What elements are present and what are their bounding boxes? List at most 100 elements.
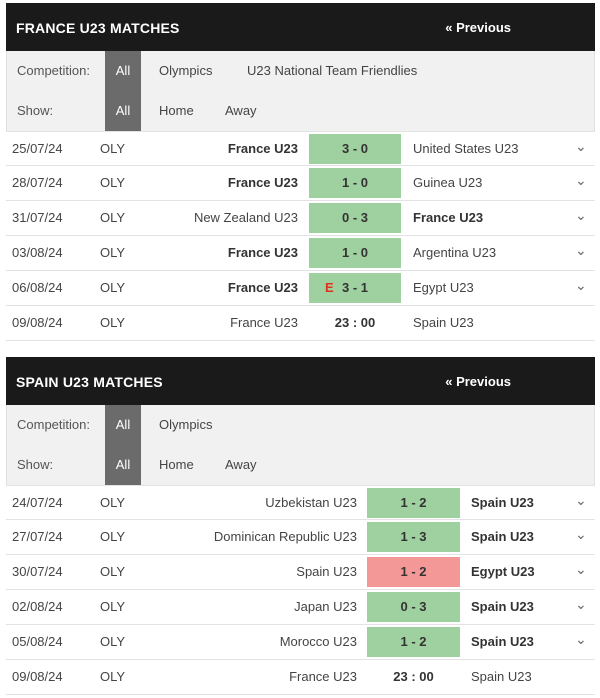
competition-label: Competition: xyxy=(17,63,90,78)
match-date: 09/08/24 xyxy=(12,315,63,330)
away-team[interactable]: France U23 xyxy=(413,210,484,225)
match-score[interactable]: 3 - 0 xyxy=(309,134,401,164)
match-score[interactable]: 23 : 00 xyxy=(309,308,401,338)
match-row[interactable]: 09/08/24 OLY France U23 23 : 00 Spain U23 xyxy=(6,306,595,341)
match-row[interactable]: 27/07/24 OLY Dominican Republic U23 1 - 3 Sp… xyxy=(6,520,595,555)
competition-option-olympics[interactable]: Olympics xyxy=(159,417,213,432)
match-score[interactable]: 1 - 0 xyxy=(309,238,401,268)
match-row[interactable]: 03/08/24 OLY France U23 1 - 0 Argentina U23 ⌄ xyxy=(6,236,595,271)
match-row[interactable]: 05/08/24 OLY Morocco U23 1 - 2 Spain U23 ⌄ xyxy=(6,625,595,660)
match-score[interactable]: 23 : 00 xyxy=(367,662,460,692)
away-team[interactable]: Spain U23 xyxy=(471,669,532,684)
show-option-all[interactable]: All xyxy=(105,91,141,131)
show-option-home[interactable]: Home xyxy=(159,457,194,472)
show-option-all[interactable]: All xyxy=(105,445,141,485)
match-score[interactable]: E 3 - 1 xyxy=(309,273,401,303)
chevron-down-icon[interactable]: ⌄ xyxy=(575,631,587,647)
match-row[interactable]: 30/07/24 OLY Spain U23 1 - 2 Egypt U23 ⌄ xyxy=(6,555,595,590)
away-team[interactable]: Spain U23 xyxy=(413,315,474,330)
away-team[interactable]: Egypt U23 xyxy=(413,280,474,295)
score-value: 1 - 2 xyxy=(400,495,427,510)
score-value: 1 - 2 xyxy=(400,564,427,579)
previous-link[interactable]: « Previous xyxy=(445,20,511,35)
away-team[interactable]: United States U23 xyxy=(413,141,519,156)
home-team[interactable]: France U23 xyxy=(227,141,298,156)
match-row[interactable]: 09/08/24 OLY France U23 23 : 00 Spain U23 xyxy=(6,660,595,695)
away-team[interactable]: Spain U23 xyxy=(471,495,534,510)
away-team[interactable]: Spain U23 xyxy=(471,529,534,544)
section-header: SPAIN U23 MATCHES « Previous xyxy=(6,357,595,405)
chevron-down-icon[interactable]: ⌄ xyxy=(575,526,587,542)
show-label: Show: xyxy=(17,103,54,118)
competition-code: OLY xyxy=(100,315,126,330)
competition-code: OLY xyxy=(100,634,126,649)
competition-option-all[interactable]: All xyxy=(105,51,141,91)
home-team[interactable]: Spain U23 xyxy=(296,564,357,579)
chevron-down-icon[interactable]: ⌄ xyxy=(575,596,587,612)
chevron-down-icon[interactable]: ⌄ xyxy=(575,242,587,258)
filters-panel: Competition: All Olympics Show: All Home… xyxy=(6,405,595,485)
home-team[interactable]: France U23 xyxy=(230,315,298,330)
filters-panel: Competition: All Olympics U23 National T… xyxy=(6,51,595,131)
home-team[interactable]: Dominican Republic U23 xyxy=(213,529,357,544)
chevron-down-icon[interactable]: ⌄ xyxy=(575,277,587,293)
home-team[interactable]: France U23 xyxy=(289,669,357,684)
away-team[interactable]: Spain U23 xyxy=(471,634,534,649)
match-row[interactable]: 02/08/24 OLY Japan U23 0 - 3 Spain U23 ⌄ xyxy=(6,590,595,625)
match-date: 30/07/24 xyxy=(12,564,63,579)
chevron-down-icon[interactable]: ⌄ xyxy=(575,138,587,154)
home-team[interactable]: France U23 xyxy=(227,280,298,295)
chevron-down-icon[interactable]: ⌄ xyxy=(575,172,587,188)
home-team[interactable]: New Zealand U23 xyxy=(193,210,298,225)
chevron-down-icon[interactable]: ⌄ xyxy=(575,492,587,508)
show-filter: Show: All Home Away xyxy=(7,445,594,485)
home-team[interactable]: France U23 xyxy=(227,175,298,190)
competition-code: OLY xyxy=(100,210,126,225)
show-option-away[interactable]: Away xyxy=(225,457,257,472)
match-score[interactable]: 1 - 2 xyxy=(367,627,460,657)
match-row[interactable]: 28/07/24 OLY France U23 1 - 0 Guinea U23 ⌄ xyxy=(6,166,595,201)
match-score[interactable]: 1 - 2 xyxy=(367,557,460,587)
away-team[interactable]: Argentina U23 xyxy=(413,245,497,260)
match-score[interactable]: 1 - 3 xyxy=(367,522,460,552)
match-date: 05/08/24 xyxy=(12,634,63,649)
away-team[interactable]: Guinea U23 xyxy=(413,175,483,190)
competition-code: OLY xyxy=(100,175,126,190)
match-row[interactable]: 31/07/24 OLY New Zealand U23 0 - 3 France U2… xyxy=(6,201,595,236)
match-row[interactable]: 24/07/24 OLY Uzbekistan U23 1 - 2 Spain U23 ⌄ xyxy=(6,485,595,520)
match-date: 25/07/24 xyxy=(12,141,63,156)
extra-time-badge: E xyxy=(325,280,334,295)
match-score[interactable]: 0 - 3 xyxy=(367,592,460,622)
match-date: 06/08/24 xyxy=(12,280,63,295)
competition-code: OLY xyxy=(100,245,126,260)
score-value: 0 - 3 xyxy=(341,210,368,225)
match-score[interactable]: 0 - 3 xyxy=(309,203,401,233)
score-value: 1 - 0 xyxy=(341,245,368,260)
chevron-down-icon[interactable]: ⌄ xyxy=(575,561,587,577)
match-row[interactable]: 25/07/24 OLY France U23 3 - 0 United States … xyxy=(6,131,595,166)
previous-link[interactable]: « Previous xyxy=(445,374,511,389)
home-team[interactable]: France U23 xyxy=(227,245,298,260)
show-option-home[interactable]: Home xyxy=(159,103,194,118)
show-label: Show: xyxy=(17,457,54,472)
competition-option-olympics[interactable]: Olympics xyxy=(159,63,213,78)
competition-code: OLY xyxy=(100,495,126,510)
show-filter: Show: All Home Away xyxy=(7,91,594,131)
competition-code: OLY xyxy=(100,599,126,614)
competition-option-friendlies[interactable]: U23 National Team Friendlies xyxy=(247,63,418,78)
home-team[interactable]: Japan U23 xyxy=(294,599,357,614)
match-score[interactable]: 1 - 2 xyxy=(367,488,460,518)
chevron-down-icon[interactable]: ⌄ xyxy=(575,207,587,223)
home-team[interactable]: Uzbekistan U23 xyxy=(265,495,357,510)
competition-option-all[interactable]: All xyxy=(105,405,141,445)
show-option-away[interactable]: Away xyxy=(225,103,257,118)
away-team[interactable]: Egypt U23 xyxy=(471,564,535,579)
score-value: 23 : 00 xyxy=(334,315,376,330)
match-row[interactable]: 06/08/24 OLY France U23 E 3 - 1 Egypt U23 ⌄ xyxy=(6,271,595,306)
match-date: 02/08/24 xyxy=(12,599,63,614)
home-team[interactable]: Morocco U23 xyxy=(279,634,357,649)
match-list: 24/07/24 OLY Uzbekistan U23 1 - 2 Spain U23 ⌄… xyxy=(6,485,595,695)
match-list: 25/07/24 OLY France U23 3 - 0 United States … xyxy=(6,131,595,341)
match-score[interactable]: 1 - 0 xyxy=(309,168,401,198)
away-team[interactable]: Spain U23 xyxy=(471,599,534,614)
